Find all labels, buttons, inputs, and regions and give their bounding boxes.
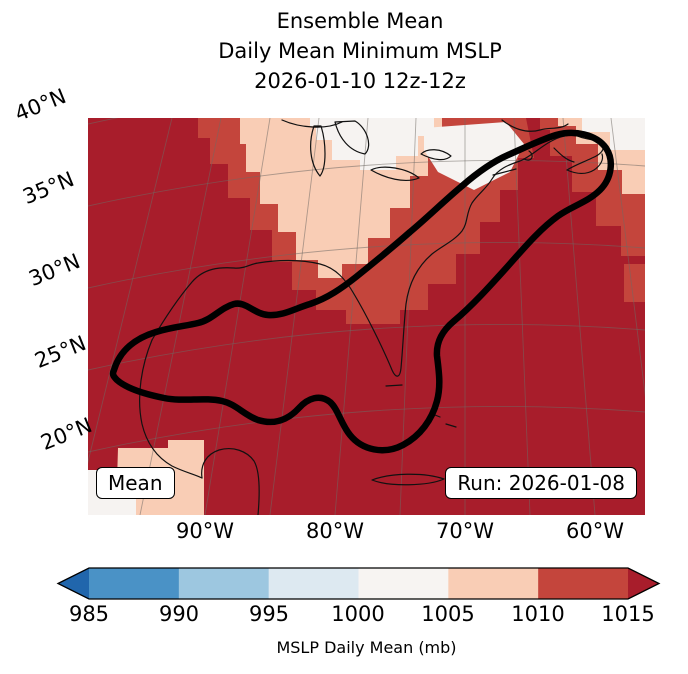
colorbar-seg-1010-1015 <box>538 568 628 599</box>
y-tick-30n: 30°N <box>25 248 84 292</box>
colorbar-seg-995-1000 <box>268 568 360 599</box>
map-canvas <box>88 118 645 515</box>
cb-tick-1005: 1005 <box>421 602 475 626</box>
y-tick-25n: 25°N <box>31 330 90 374</box>
colorbar <box>56 567 661 600</box>
cb-tick-985: 985 <box>68 602 110 626</box>
cb-tick-1015: 1015 <box>601 602 655 626</box>
y-tick-20n: 20°N <box>37 412 96 456</box>
colorbar-under-arrow <box>58 568 89 599</box>
figure-title: Ensemble Mean Daily Mean Minimum MSLP 20… <box>60 6 660 96</box>
title-line-3: 2026-01-10 12z-12z <box>254 69 466 93</box>
region-1000-1005-lakes <box>310 118 434 170</box>
title-line-1: Ensemble Mean <box>276 9 444 33</box>
colorbar-seg-985-990 <box>89 568 180 599</box>
x-tick-90w: 90°W <box>176 519 234 543</box>
region-1000-1005-ne-corner <box>582 118 645 150</box>
cb-tick-1000: 1000 <box>331 602 385 626</box>
colorbar-seg-1000-1005 <box>358 568 449 599</box>
colorbar-caption: MSLP Daily Mean (mb) <box>276 638 457 657</box>
x-tick-80w: 80°W <box>306 519 364 543</box>
colorbar-seg-990-995 <box>178 568 270 599</box>
y-tick-40n: 40°N <box>11 83 70 127</box>
cb-tick-1010: 1010 <box>511 602 565 626</box>
x-tick-70w: 70°W <box>436 519 494 543</box>
cb-tick-995: 995 <box>248 602 290 626</box>
member-label-box: Mean <box>96 467 175 499</box>
run-label-box: Run: 2026-01-08 <box>445 467 637 499</box>
region-1010-1015-right-edge <box>624 264 645 302</box>
cb-tick-990: 990 <box>158 602 200 626</box>
colorbar-over-arrow <box>628 568 659 599</box>
mslp-contour-outline <box>109 129 615 454</box>
title-line-2: Daily Mean Minimum MSLP <box>218 39 502 63</box>
colorbar-outline <box>56 567 661 600</box>
x-tick-60w: 60°W <box>566 519 624 543</box>
graticule <box>88 118 645 515</box>
y-tick-35n: 35°N <box>19 166 78 210</box>
colorbar-seg-1005-1010 <box>448 568 539 599</box>
coastlines <box>139 119 604 515</box>
